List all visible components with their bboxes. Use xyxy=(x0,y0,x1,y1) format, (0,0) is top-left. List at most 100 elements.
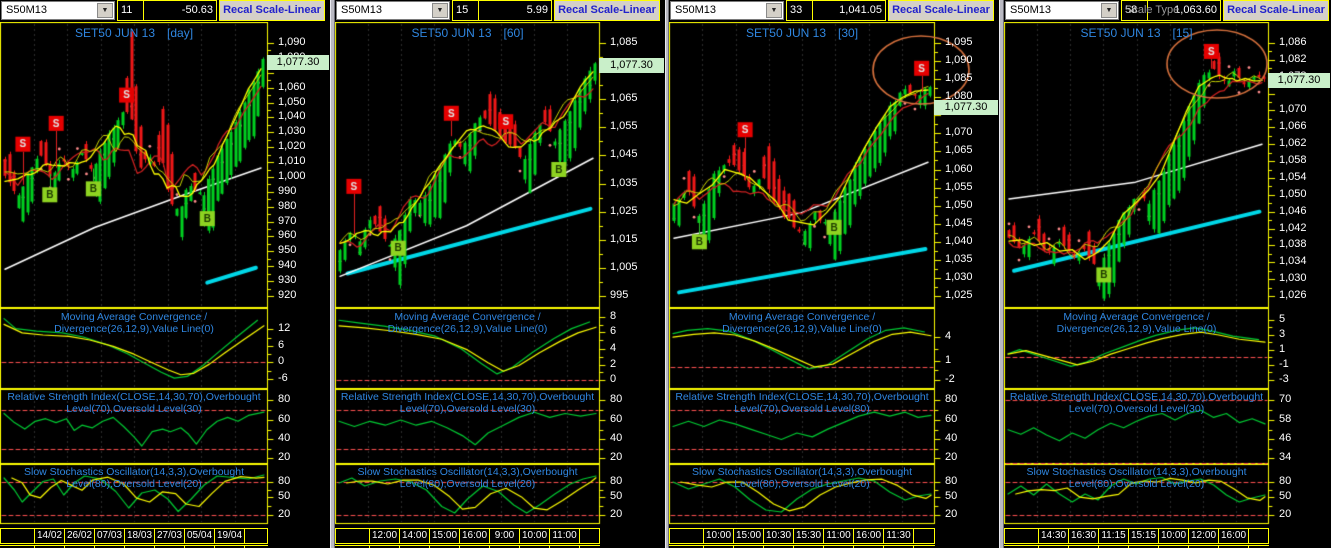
price-tick-label: 1,060 xyxy=(945,162,973,175)
chart-panel-4: S50M13 ▼ 58 1,063.60 Recal Scale-Linear Scale… xyxy=(1004,0,1331,548)
stoch-pane-title: Slow Stochastics Oscillator(14,3,3),Over… xyxy=(1026,466,1247,490)
price-tick-label: 950 xyxy=(278,244,297,257)
rsi-tick-label: 80 xyxy=(278,393,291,406)
price-tick-label: 980 xyxy=(278,199,297,212)
panel-header: S50M13 ▼ 11 -50.63 Recal Scale-Linear xyxy=(0,0,330,22)
stoch-pane-title: Slow Stochastics Oscillator(14,3,3),Over… xyxy=(691,466,912,490)
price-tick-label: 1,090 xyxy=(945,54,973,67)
stoch-tick-label: 80 xyxy=(1279,475,1292,487)
chart-title: SET50 JUN 13 [60] xyxy=(335,26,600,40)
stoch-tick-label: 50 xyxy=(945,490,958,502)
chart-canvas[interactable] xyxy=(335,22,665,526)
symbol-combo[interactable]: S50M13 ▼ xyxy=(336,1,450,20)
price-tick-label: 1,070 xyxy=(945,126,973,139)
next-row-stub-tick xyxy=(763,545,764,548)
next-row-stub-tick xyxy=(913,545,914,548)
rsi-tick-label: 34 xyxy=(1279,451,1292,463)
next-row-stub-tick xyxy=(1098,545,1099,548)
chevron-down-icon[interactable]: ▼ xyxy=(432,3,448,18)
macd-tick-label: 5 xyxy=(1279,313,1286,326)
price-tick-label: 1,050 xyxy=(278,95,306,108)
chevron-down-icon[interactable]: ▼ xyxy=(97,3,113,18)
symbol-combo-value: S50M13 xyxy=(675,4,716,16)
next-row-stub-tick xyxy=(883,545,884,548)
price-tick-label: 1,058 xyxy=(1279,154,1307,167)
chevron-down-icon[interactable]: ▼ xyxy=(766,3,782,18)
next-row-stub-tick xyxy=(823,545,824,548)
macd-tick-label: 0 xyxy=(278,355,285,368)
signal-readout-group: 15 5.99 xyxy=(452,0,552,21)
chart-symbol-label: SET50 JUN 13 xyxy=(411,26,492,40)
price-tick-label: 1,040 xyxy=(278,110,306,123)
price-tick-label: 1,054 xyxy=(1279,170,1307,183)
price-tick-label: 1,000 xyxy=(278,169,306,182)
price-tick-label: 1,030 xyxy=(278,125,306,138)
next-row-stub-tick xyxy=(214,545,215,548)
stoch-tick-label: 80 xyxy=(945,475,958,487)
recal-scale-button[interactable]: Recal Scale-Linear xyxy=(888,0,994,21)
stoch-pane-title: Slow Stochastics Oscillator(14,3,3),Over… xyxy=(357,466,578,490)
price-tick-label: 1,086 xyxy=(1279,36,1307,48)
next-row-stub-tick xyxy=(184,545,185,548)
signal-count-box: 15 xyxy=(453,1,479,20)
recal-scale-button[interactable]: Recal Scale-Linear xyxy=(1223,0,1329,21)
chart-panel-1: S50M13 ▼ 11 -50.63 Recal Scale-Linear SET50 J… xyxy=(0,0,330,548)
next-row-stub-tick xyxy=(853,545,854,548)
time-cell: 15:00 xyxy=(430,529,460,543)
rsi-pane-title: Relative Strength Index(CLOSE,14,30,70),… xyxy=(340,391,595,415)
panel-header: S50M13 ▼ 15 5.99 Recal Scale-Linear xyxy=(335,0,665,22)
next-row-stub-tick xyxy=(399,545,400,548)
chevron-down-icon[interactable]: ▼ xyxy=(1101,3,1117,18)
symbol-combo-value: S50M13 xyxy=(341,4,382,16)
symbol-combo[interactable]: S50M13 ▼ xyxy=(1,1,115,20)
panel-header: S50M13 ▼ 33 1,041.05 Recal Scale-Linear xyxy=(669,0,999,22)
signal-count-box: 33 xyxy=(787,1,813,20)
next-row-stub-tick xyxy=(244,545,245,548)
time-cell: 9:00 xyxy=(490,529,520,543)
next-row-stub-tick xyxy=(1038,545,1039,548)
price-tick-label: 990 xyxy=(278,184,297,197)
price-tick-label: 1,030 xyxy=(1279,272,1307,285)
price-tick-label: 1,034 xyxy=(1279,255,1307,268)
price-tick-label: 930 xyxy=(278,274,297,287)
stoch-tick-label: 80 xyxy=(278,475,291,487)
next-row-stub-tick xyxy=(124,545,125,548)
time-cell: 10:00 xyxy=(704,529,734,543)
macd-tick-label: -2 xyxy=(945,373,955,386)
signal-value-box: -50.63 xyxy=(181,4,213,16)
next-row-stub-tick xyxy=(154,545,155,548)
price-tick-label: 1,066 xyxy=(1279,120,1307,133)
signal-readout-group: 58 1,063.60 xyxy=(1121,0,1221,21)
chart-title: SET50 JUN 13 [15] xyxy=(1004,26,1269,40)
price-tick-label: 1,055 xyxy=(945,180,973,193)
chart-panel-2: S50M13 ▼ 15 5.99 Recal Scale-Linear SET50 JUN… xyxy=(335,0,665,548)
chart-symbol-label: SET50 JUN 13 xyxy=(745,26,827,40)
time-axis: 14/02 26/02 07/03 18/03 27/03 05/04 19/04 xyxy=(0,528,268,544)
recal-scale-button[interactable]: Recal Scale-Linear xyxy=(219,0,325,21)
time-cell: 27/03 xyxy=(155,529,185,543)
macd-tick-label: 6 xyxy=(278,339,285,352)
stoch-tick-label: 20 xyxy=(945,508,958,520)
rsi-tick-label: 46 xyxy=(1279,432,1292,445)
symbol-combo[interactable]: S50M13 ▼ xyxy=(670,1,784,20)
chart-canvas[interactable] xyxy=(0,22,330,526)
current-price-badge: 1,077.30 xyxy=(267,54,329,70)
current-price-badge: 1,077.30 xyxy=(1268,72,1330,88)
panel-divider xyxy=(330,0,335,548)
panel-header: S50M13 ▼ 58 1,063.60 Recal Scale-Linear Scale… xyxy=(1004,0,1331,22)
time-cell: 16:30 xyxy=(1069,529,1099,543)
chart-canvas[interactable] xyxy=(1004,22,1331,526)
next-row-stub-tick xyxy=(1248,545,1249,548)
rsi-tick-label: 60 xyxy=(610,412,623,425)
price-tick-label: 1,065 xyxy=(945,144,973,157)
symbol-combo[interactable]: S50M13 ▼ xyxy=(1005,1,1119,20)
signal-count-box: 11 xyxy=(118,1,144,20)
recal-scale-button[interactable]: Recal Scale-Linear xyxy=(554,0,660,21)
rsi-pane-title: Relative Strength Index(CLOSE,14,30,70),… xyxy=(7,391,261,415)
price-tick-label: 1,090 xyxy=(278,36,306,48)
scale-type-tooltip: Scale Type xyxy=(1125,4,1180,16)
next-row-stub-tick xyxy=(1128,545,1129,548)
stoch-tick-label: 20 xyxy=(610,508,623,520)
next-row-stub-tick xyxy=(793,545,794,548)
